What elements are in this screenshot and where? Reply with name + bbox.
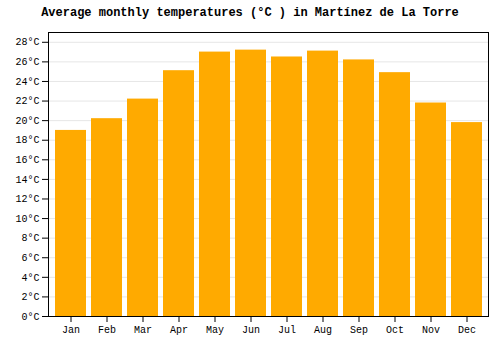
svg-text:10°C: 10°C <box>15 214 39 225</box>
svg-text:16°C: 16°C <box>15 155 39 166</box>
svg-text:0°C: 0°C <box>21 312 39 323</box>
svg-text:22°C: 22°C <box>15 96 39 107</box>
svg-text:6°C: 6°C <box>21 253 39 264</box>
svg-text:Mar: Mar <box>134 325 152 336</box>
svg-text:Apr: Apr <box>170 325 188 336</box>
svg-text:Sep: Sep <box>350 325 368 336</box>
svg-text:20°C: 20°C <box>15 116 39 127</box>
svg-text:24°C: 24°C <box>15 77 39 88</box>
svg-text:12°C: 12°C <box>15 194 39 205</box>
svg-text:2°C: 2°C <box>21 292 39 303</box>
svg-text:Feb: Feb <box>98 325 116 336</box>
svg-text:Aug: Aug <box>314 325 332 336</box>
svg-text:Oct: Oct <box>386 325 404 336</box>
svg-text:Jan: Jan <box>62 325 80 336</box>
svg-text:Jul: Jul <box>278 325 296 336</box>
svg-text:14°C: 14°C <box>15 175 39 186</box>
svg-text:Jun: Jun <box>242 325 260 336</box>
svg-text:8°C: 8°C <box>21 233 39 244</box>
svg-text:May: May <box>206 325 224 336</box>
svg-text:26°C: 26°C <box>15 57 39 68</box>
svg-text:28°C: 28°C <box>15 37 39 48</box>
html-text:Average monthly temperatures (: Average monthly temperatures (°C ) in Ma… <box>41 6 459 20</box>
svg-text:4°C: 4°C <box>21 273 39 284</box>
svg-text:Dec: Dec <box>458 325 476 336</box>
svg-text:18°C: 18°C <box>15 135 39 146</box>
svg-text:Nov: Nov <box>422 325 440 336</box>
